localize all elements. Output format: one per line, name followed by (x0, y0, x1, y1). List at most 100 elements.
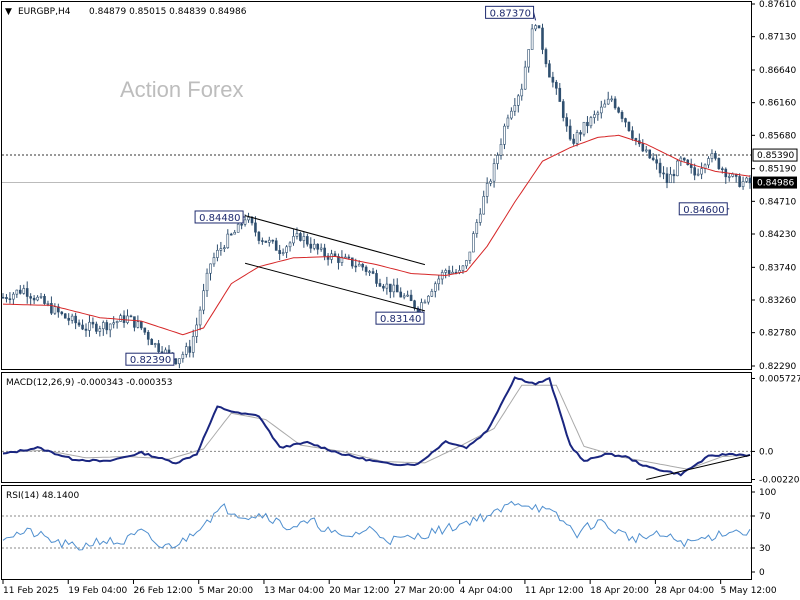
candle-body (39, 295, 43, 298)
price-y-label: 0.85680 (759, 131, 796, 141)
candle-body (378, 283, 382, 287)
candle-body (285, 246, 288, 253)
candle-body (648, 149, 652, 159)
candle-body (565, 117, 569, 127)
candle-body (568, 125, 572, 140)
candle-body (714, 153, 717, 159)
candle-body (326, 255, 330, 260)
x-tick-label: 11 Apr 12:00 (525, 586, 584, 596)
candle-body (468, 251, 472, 261)
candle-body (527, 49, 530, 68)
candle-body (406, 294, 409, 297)
callout-label: 0.82390 (130, 355, 171, 366)
candle-body (309, 243, 313, 249)
candle-body (707, 158, 710, 166)
candle-body (98, 328, 102, 332)
candle-body (544, 49, 548, 65)
candle-body (631, 130, 634, 139)
callout-box (678, 202, 728, 216)
candle-body (150, 339, 154, 345)
candle-body (413, 300, 416, 309)
candle-body (389, 283, 392, 293)
candle-body (153, 343, 157, 345)
candle-body (340, 256, 344, 263)
rsi-panel: 100 70 30 0 (2, 488, 776, 578)
candle-body (655, 159, 658, 164)
candle-body (364, 266, 368, 272)
candle-body (617, 107, 620, 113)
candle-body (354, 265, 358, 268)
candle-body (233, 232, 237, 235)
candle-body (236, 223, 240, 233)
candle-body (689, 164, 693, 168)
x-axis: 11 Feb 2025 19 Feb 04:00 26 Feb 12:00 5 Mar… (2, 580, 777, 596)
moving-average-line (2, 134, 751, 336)
candle-body (586, 121, 589, 127)
x-tick-label: 5 May 12:00 (721, 586, 777, 596)
candle-body (641, 143, 645, 152)
price-y-label: 0.82290 (759, 362, 796, 372)
symbol-dropdown-icon[interactable]: ▼ (5, 7, 12, 17)
candle-body (447, 270, 451, 274)
candle-body (319, 247, 323, 250)
candle-body (216, 250, 219, 258)
candle-body (516, 95, 520, 106)
candle-body (482, 196, 486, 215)
candle-body (67, 317, 71, 321)
candle-body (523, 66, 527, 90)
candle-body (475, 222, 479, 234)
candle-body (316, 243, 320, 250)
macd-y-label: -0.002204 (759, 476, 800, 486)
rsi-line (2, 500, 751, 551)
candle-body (81, 324, 84, 330)
candle-body (451, 271, 454, 274)
candle-body (281, 252, 285, 255)
candle-body (267, 239, 271, 243)
candle-body (5, 297, 8, 300)
candle-body (662, 172, 665, 175)
candle-body (402, 295, 406, 298)
candle-body (492, 163, 496, 182)
macd-title: MACD(12,26,9) -0.000343 -0.000353 (6, 378, 172, 388)
callout-box (194, 210, 244, 224)
candle-body (229, 233, 233, 236)
candle-body (278, 250, 281, 255)
x-tick-label: 27 Mar 20:00 (394, 586, 454, 596)
candle-body (478, 213, 482, 223)
candle-body (644, 149, 648, 152)
candle-body (312, 243, 316, 249)
candle-body (143, 327, 147, 333)
candle-body (437, 278, 441, 285)
candle-body (119, 315, 122, 322)
candle-body (693, 167, 696, 176)
price-y-label: 0.86160 (759, 99, 796, 109)
candle-body (167, 349, 171, 354)
candle-body (579, 132, 582, 135)
candle-body (696, 173, 700, 176)
candle-body (191, 336, 195, 353)
candle-body (43, 295, 46, 304)
candle-body (551, 76, 555, 83)
candle-body (541, 27, 544, 50)
price-panel: 0.87610 0.87130 0.86640 0.86160 0.85680 0.851… (1, 0, 798, 372)
candle-body (53, 306, 57, 314)
candle-body (430, 290, 434, 297)
candle-body (157, 343, 160, 353)
current-price-label: 0.84986 (757, 179, 794, 189)
candle-body (181, 354, 185, 359)
chart-symbol: EURGBP,H4 (18, 7, 71, 17)
candle-body (485, 183, 489, 197)
candle-body (105, 322, 109, 331)
candle-body (686, 159, 690, 166)
rsi-y-label: 100 (759, 488, 776, 498)
candle-body (506, 117, 510, 127)
callout-box (375, 311, 425, 325)
candle-body (184, 346, 188, 355)
candle-body (70, 315, 74, 321)
candle-body (101, 322, 105, 330)
candle-body (503, 125, 506, 145)
price-y-label: 0.83260 (759, 296, 796, 306)
x-tick-label: 5 Mar 20:00 (199, 586, 254, 596)
rsi-title: RSI(14) 48.1400 (6, 491, 79, 501)
candle-body (188, 346, 192, 353)
